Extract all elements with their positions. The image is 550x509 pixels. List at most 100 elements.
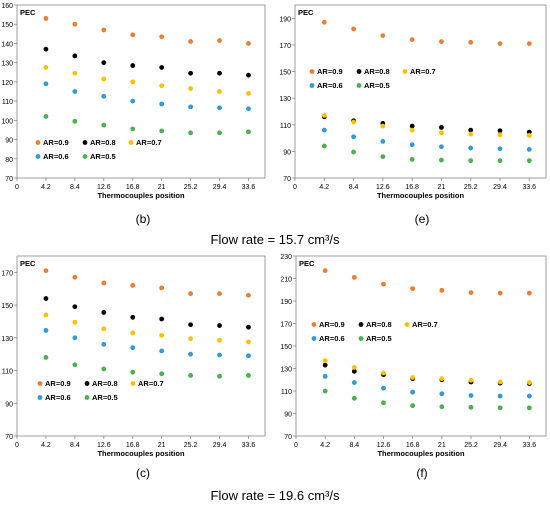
data-point <box>217 291 222 297</box>
chart-f: 70 90 110 130 150 170 190 210 230 0 4.2 8.4 12.6 16.8… <box>280 254 547 458</box>
flow-caption-top: Flow rate = 15.7 cm³/s <box>211 232 340 247</box>
data-point <box>159 371 165 377</box>
legend-label: AR=0.7 <box>136 138 162 147</box>
y-axis-label: PEC <box>298 8 314 17</box>
data-point <box>410 375 416 380</box>
y-tick-label: 150 <box>280 344 292 351</box>
x-tick-label: 12.6 <box>97 442 111 449</box>
x-tick-label: 25.2 <box>464 184 478 191</box>
data-point <box>351 149 356 155</box>
data-point <box>101 310 107 315</box>
data-point <box>439 144 444 150</box>
data-point <box>130 330 136 336</box>
legend-label: AR=0.5 <box>90 152 116 161</box>
data-point <box>72 89 78 94</box>
panel-label-f: (f) <box>416 466 427 480</box>
x-tick-label: 33.6 <box>523 442 537 449</box>
data-point <box>72 53 78 59</box>
legend-marker <box>358 336 364 341</box>
data-point <box>526 41 532 46</box>
data-point <box>351 134 356 140</box>
x-axis-label: Thermocouples position <box>97 191 185 200</box>
y-tick-label: 140 <box>1 41 13 48</box>
x-tick-label: 25.2 <box>464 442 478 449</box>
data-point <box>468 393 474 398</box>
data-point <box>188 373 194 378</box>
data-point <box>526 290 532 296</box>
data-point <box>246 41 251 46</box>
data-point <box>410 286 416 292</box>
data-point <box>380 139 386 144</box>
data-point <box>380 33 386 39</box>
y-tick-label: 110 <box>280 123 291 130</box>
data-point <box>101 341 107 347</box>
data-point <box>217 352 222 358</box>
data-point <box>188 291 194 297</box>
data-point <box>322 268 328 274</box>
data-point <box>468 404 474 410</box>
data-point <box>380 123 386 129</box>
data-point <box>409 37 415 42</box>
x-axis-label: Thermocouples position <box>97 449 185 458</box>
legend-label: AR=0.9 <box>45 379 71 388</box>
data-point <box>526 380 532 385</box>
data-point <box>188 336 194 342</box>
data-point <box>72 21 78 27</box>
data-point <box>159 101 165 107</box>
data-point <box>526 158 532 164</box>
x-tick-label: 8.4 <box>70 184 80 191</box>
data-point <box>72 362 78 368</box>
data-point <box>246 324 251 330</box>
data-point <box>381 400 386 406</box>
data-point <box>439 157 444 163</box>
data-point <box>130 314 136 320</box>
legend-marker <box>404 322 410 327</box>
data-point <box>468 290 474 295</box>
data-point <box>101 366 107 372</box>
data-point <box>246 72 251 78</box>
y-tick-label: 130 <box>1 61 13 68</box>
legend-marker <box>311 336 317 341</box>
y-tick-label: 70 <box>5 176 13 183</box>
y-tick-label: 190 <box>279 16 291 23</box>
data-point <box>188 322 194 328</box>
y-axis-label: PEC <box>20 259 36 268</box>
data-point <box>497 393 503 399</box>
data-point <box>217 337 222 343</box>
y-tick-label: 150 <box>1 303 13 310</box>
data-point <box>246 106 251 112</box>
x-tick-label: 21 <box>158 184 166 191</box>
x-tick-label: 33.6 <box>242 184 256 191</box>
data-point <box>188 70 194 76</box>
legend-label: AR=0.8 <box>364 67 390 76</box>
legend-marker <box>309 83 315 88</box>
x-tick-label: 4.2 <box>41 442 51 449</box>
data-point <box>497 379 503 385</box>
y-tick-label: 150 <box>1 22 13 29</box>
y-tick-label: 90 <box>283 149 291 156</box>
data-point <box>159 285 165 291</box>
data-point <box>188 86 194 92</box>
x-tick-label: 0 <box>294 442 298 449</box>
legend-marker <box>311 322 317 327</box>
x-tick-label: 25.2 <box>184 184 198 191</box>
y-tick-label: 90 <box>5 138 13 145</box>
legend-marker <box>82 154 88 159</box>
legend-label: AR=0.5 <box>364 81 390 90</box>
data-point <box>130 32 136 38</box>
data-point <box>101 326 107 332</box>
data-point <box>246 292 251 298</box>
data-point <box>526 133 532 138</box>
data-point <box>351 364 357 370</box>
panel-label-e: (e) <box>415 212 430 226</box>
x-tick-label: 29.4 <box>213 184 227 191</box>
x-tick-label: 29.4 <box>213 442 227 449</box>
y-tick-label: 90 <box>284 412 292 419</box>
y-tick-label: 170 <box>279 43 291 50</box>
data-point <box>409 127 415 133</box>
legend-label: AR=0.5 <box>92 393 118 402</box>
y-tick-label: 70 <box>284 434 292 441</box>
legend-marker <box>37 395 43 400</box>
x-tick-label: 12.6 <box>97 184 111 191</box>
data-point <box>439 287 445 293</box>
